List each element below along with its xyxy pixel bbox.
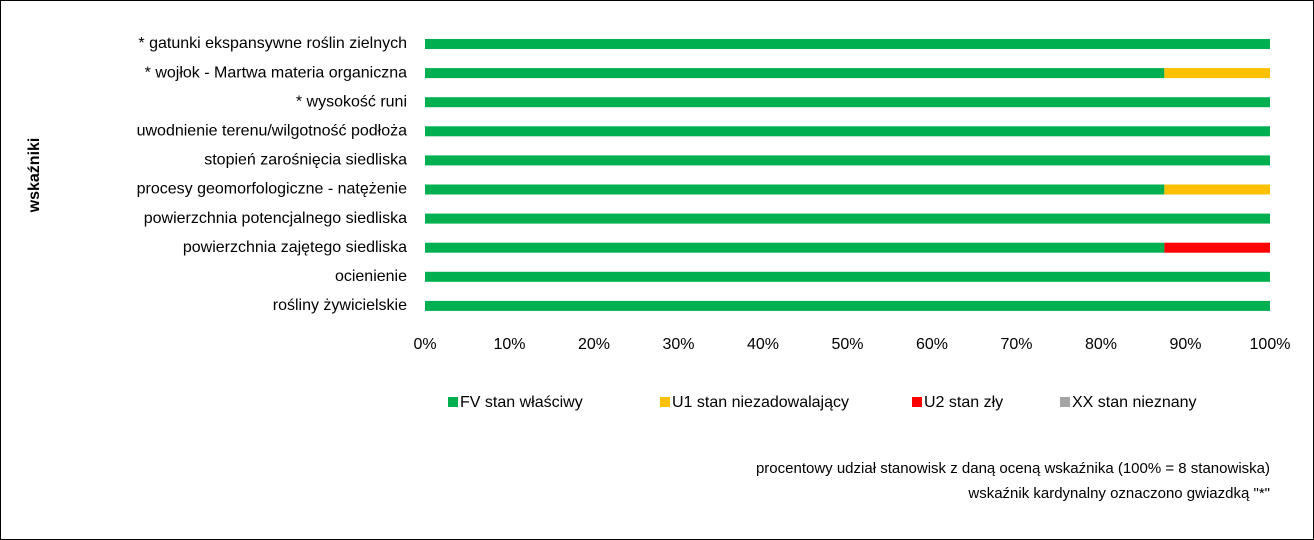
bar-segment bbox=[425, 155, 1270, 166]
legend-label: U1 stan niezadowalający bbox=[672, 394, 849, 411]
legend-label: FV stan właściwy bbox=[460, 394, 583, 411]
bar-segment bbox=[425, 213, 1270, 224]
note: procentowy udział stanowisk z daną oceną… bbox=[756, 460, 1270, 477]
bar-segment bbox=[425, 68, 1165, 79]
x-tick-label: 20% bbox=[578, 336, 610, 353]
y-tick-label: * wojłok - Martwa materia organiczna bbox=[145, 64, 407, 81]
bar-segment bbox=[425, 97, 1270, 108]
y-tick-label: rośliny żywicielskie bbox=[273, 297, 407, 314]
legend-swatch bbox=[912, 397, 922, 407]
bar-segment bbox=[425, 184, 1165, 195]
bar-segment bbox=[425, 39, 1270, 49]
legend-swatch bbox=[1060, 397, 1070, 407]
x-tick-label: 40% bbox=[747, 336, 779, 353]
x-tick-label: 0% bbox=[413, 336, 436, 353]
bar-segment bbox=[425, 300, 1270, 311]
y-tick-label: * wysokość runi bbox=[296, 93, 407, 110]
x-tick-label: 70% bbox=[1000, 336, 1032, 353]
legend-label: XX stan nieznany bbox=[1072, 394, 1197, 411]
bar-segment bbox=[425, 242, 1165, 253]
bar-segment bbox=[1164, 184, 1270, 195]
x-tick-label: 80% bbox=[1085, 336, 1117, 353]
x-tick-label: 90% bbox=[1169, 336, 1201, 353]
y-tick-label: procesy geomorfologiczne - natężenie bbox=[137, 181, 407, 198]
y-tick-label: uwodnienie terenu/wilgotność podłoża bbox=[137, 123, 408, 140]
x-tick-label: 60% bbox=[916, 336, 948, 353]
x-tick-label: 10% bbox=[493, 336, 525, 353]
y-tick-label: powierzchnia zajętego siedliska bbox=[183, 239, 407, 256]
x-tick-label: 50% bbox=[831, 336, 863, 353]
note: wskaźnik kardynalny oznaczono gwiazdką "… bbox=[967, 485, 1270, 502]
y-tick-label: * gatunki ekspansywne roślin zielnych bbox=[138, 35, 407, 52]
bar-segment bbox=[425, 126, 1270, 137]
legend-swatch bbox=[448, 397, 458, 407]
legend-swatch bbox=[660, 397, 670, 407]
y-tick-label: stopień zarośnięcia siedliska bbox=[204, 152, 407, 169]
y-axis-label: wskaźniki bbox=[26, 138, 43, 214]
x-tick-label: 100% bbox=[1250, 336, 1291, 353]
bar-segment bbox=[1164, 68, 1270, 79]
x-tick-label: 30% bbox=[662, 336, 694, 353]
y-tick-label: powierzchnia potencjalnego siedliska bbox=[144, 210, 407, 227]
legend-label: U2 stan zły bbox=[924, 394, 1003, 411]
y-tick-label: ocienienie bbox=[335, 268, 407, 285]
bar-segment bbox=[425, 271, 1270, 282]
bar-segment bbox=[1164, 242, 1270, 253]
